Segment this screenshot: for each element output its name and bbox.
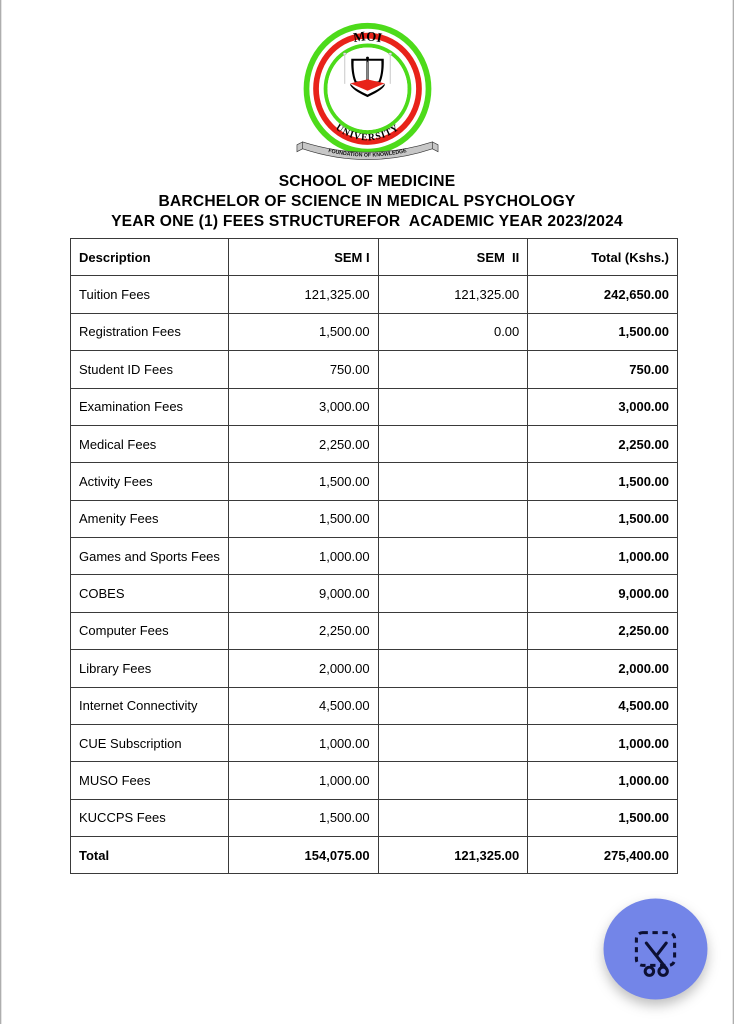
svg-text:MOI: MOI [352,28,383,45]
